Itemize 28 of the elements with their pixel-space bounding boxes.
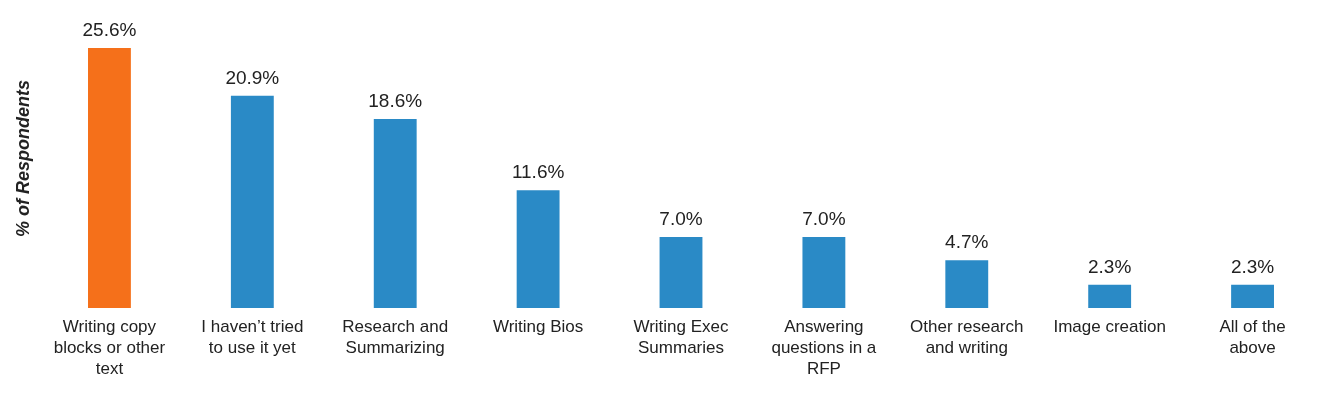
data-label: 20.9%	[225, 66, 280, 88]
bar	[1231, 284, 1274, 308]
bar	[802, 236, 846, 308]
bar	[230, 95, 274, 308]
bar	[659, 236, 703, 308]
data-label: 2.3%	[1230, 255, 1275, 277]
x-tick-label: I haven’t tried to use it yet	[201, 317, 304, 357]
y-axis-title: % of Respondents	[12, 79, 34, 237]
x-tick-label: All of the above	[1219, 317, 1286, 357]
x-tick-label: Writing copy blocks or other text	[53, 317, 166, 378]
bar	[516, 190, 560, 308]
x-tick-label: Image creation	[1053, 317, 1166, 336]
data-label: 2.3%	[1088, 255, 1132, 277]
bar	[1088, 284, 1132, 308]
data-label: 7.0%	[659, 207, 703, 229]
data-label: 18.6%	[368, 90, 423, 112]
x-tick-label: Research and Summarizing	[342, 317, 449, 357]
bar	[945, 260, 989, 308]
x-tick-label: Answering questions in a RFP	[771, 317, 877, 378]
x-tick-label: Writing Exec Summaries	[633, 317, 730, 357]
data-label: 7.0%	[802, 207, 846, 229]
x-tick-label: Other research and writing	[910, 317, 1024, 357]
data-label: 11.6%	[511, 161, 565, 183]
x-tick-label: Writing Bios	[492, 317, 584, 336]
data-label: 4.7%	[945, 231, 989, 253]
bar	[88, 48, 131, 308]
data-label: 25.6%	[82, 19, 137, 40]
bar	[373, 119, 417, 308]
